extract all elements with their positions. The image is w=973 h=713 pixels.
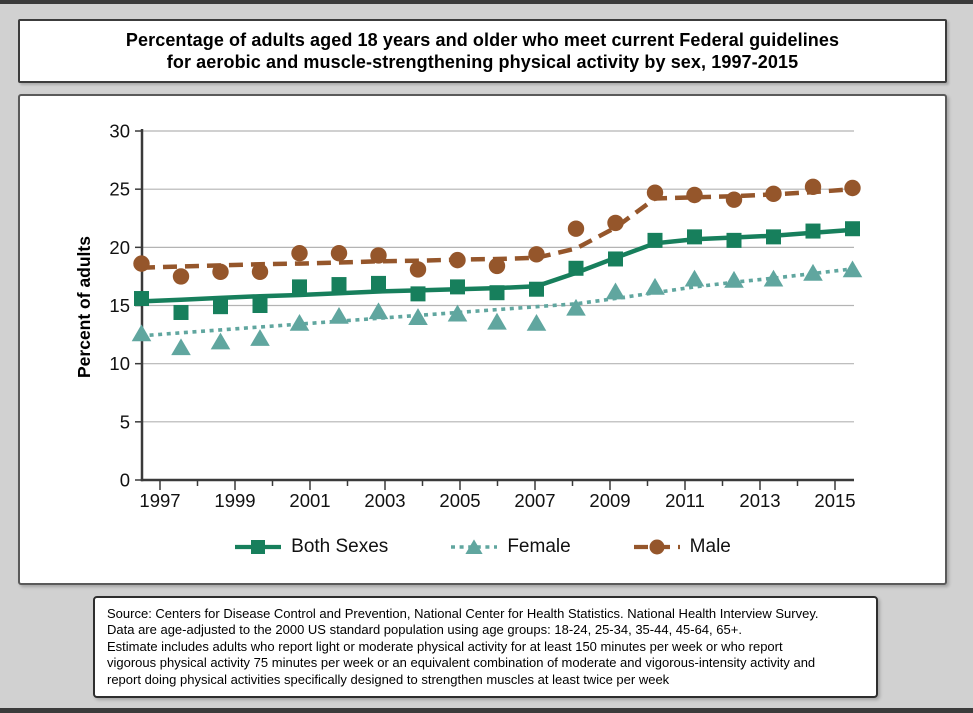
footnote-line: Source: Centers for Disease Control and … — [107, 606, 819, 621]
svg-text:2011: 2011 — [665, 490, 705, 511]
legend-item-female: Female — [450, 536, 571, 558]
chart-title-line-2: for aerobic and muscle-strengthening phy… — [166, 52, 799, 72]
footnote-line: vigorous physical activity 75 minutes pe… — [107, 655, 816, 671]
window-top-edge — [0, 0, 973, 4]
legend-item-male: Male — [633, 536, 731, 558]
svg-text:2005: 2005 — [439, 490, 480, 511]
source-footnote-box: Source: Centers for Disease Control and … — [93, 596, 878, 698]
svg-text:15: 15 — [109, 295, 130, 316]
footnote-line: Data are age-adjusted to the 2000 US sta… — [107, 622, 742, 638]
plot-area: 0 5 10 15 20 25 30 1997 1999 2001 2003 2005 2007 2009… — [109, 121, 863, 511]
legend: Both Sexes Female Male — [20, 536, 945, 558]
svg-text:30: 30 — [109, 121, 130, 142]
legend-label-both-sexes: Both Sexes — [291, 536, 389, 557]
svg-text:1999: 1999 — [214, 490, 255, 511]
window-bottom-edge — [0, 708, 973, 713]
footnote-line: report doing physical activities specifi… — [107, 671, 670, 687]
chart-title-box: Percentage of adults aged 18 years and o… — [18, 19, 947, 83]
svg-text:0: 0 — [120, 470, 130, 491]
svg-text:20: 20 — [109, 237, 130, 258]
chart-title-line-1: Percentage of adults aged 18 years and o… — [125, 30, 840, 50]
svg-text:2003: 2003 — [364, 490, 405, 511]
svg-text:2007: 2007 — [514, 490, 555, 511]
footnote-line: Estimate includes adults who report ligh… — [107, 638, 783, 654]
svg-text:5: 5 — [120, 411, 130, 432]
legend-square-marker-icon — [235, 540, 282, 554]
svg-text:2001: 2001 — [289, 490, 330, 511]
svg-text:1997: 1997 — [139, 490, 180, 511]
legend-label-male: Male — [689, 536, 731, 557]
svg-text:10: 10 — [109, 353, 130, 374]
legend-item-both-sexes: Both Sexes — [234, 536, 388, 558]
svg-text:2009: 2009 — [589, 490, 630, 511]
svg-text:2015: 2015 — [814, 490, 855, 511]
legend-label-female: Female — [507, 536, 571, 557]
legend-triangle-marker-icon — [451, 539, 498, 554]
chart-panel: 0 5 10 15 20 25 30 1997 1999 2001 2003 2005 2007 2009… — [18, 94, 947, 585]
svg-text:2013: 2013 — [739, 490, 780, 511]
y-axis-title: Percent of adults — [74, 236, 94, 378]
legend-circle-marker-icon — [633, 539, 680, 555]
svg-text:25: 25 — [109, 179, 130, 200]
